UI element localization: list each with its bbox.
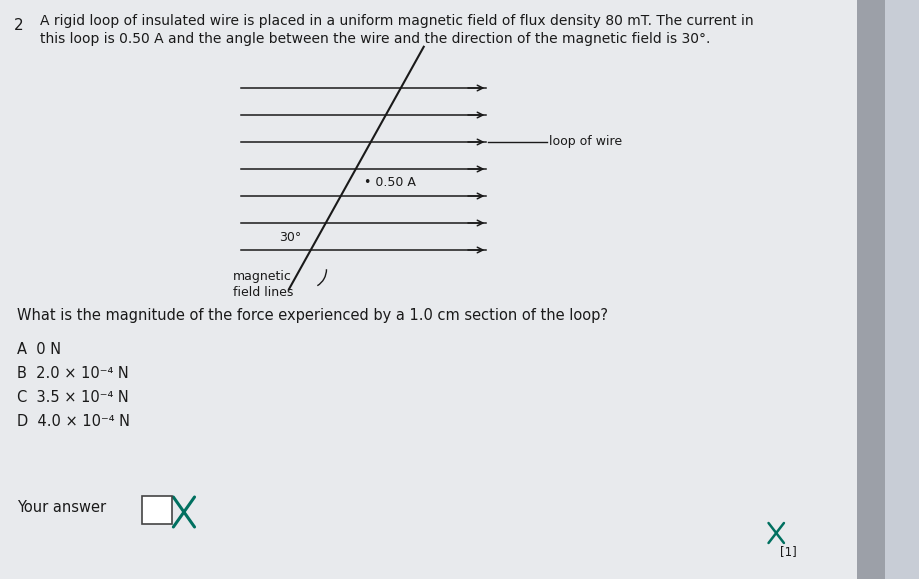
FancyBboxPatch shape [142, 496, 173, 524]
Bar [857, 0, 885, 579]
Text: What is the magnitude of the force experienced by a 1.0 cm section of the loop?: What is the magnitude of the force exper… [17, 308, 608, 323]
Text: • 0.50 A: • 0.50 A [364, 176, 416, 189]
Text: A: A [151, 503, 163, 518]
Text: 30°: 30° [279, 231, 301, 244]
Text: A  0 N: A 0 N [17, 342, 62, 357]
Text: loop of wire: loop of wire [549, 135, 622, 148]
Text: B  2.0 × 10⁻⁴ N: B 2.0 × 10⁻⁴ N [17, 366, 129, 381]
Text: magnetic: magnetic [233, 270, 292, 283]
Text: 2: 2 [14, 18, 23, 33]
Text: [1]: [1] [780, 545, 797, 558]
Text: Your answer: Your answer [17, 500, 107, 515]
Text: D  4.0 × 10⁻⁴ N: D 4.0 × 10⁻⁴ N [17, 414, 130, 429]
Text: A rigid loop of insulated wire is placed in a uniform magnetic field of flux den: A rigid loop of insulated wire is placed… [40, 14, 754, 28]
Text: field lines: field lines [233, 286, 293, 299]
Text: this loop is 0.50 A and the angle between the wire and the direction of the magn: this loop is 0.50 A and the angle betwee… [40, 32, 710, 46]
Text: C  3.5 × 10⁻⁴ N: C 3.5 × 10⁻⁴ N [17, 390, 129, 405]
